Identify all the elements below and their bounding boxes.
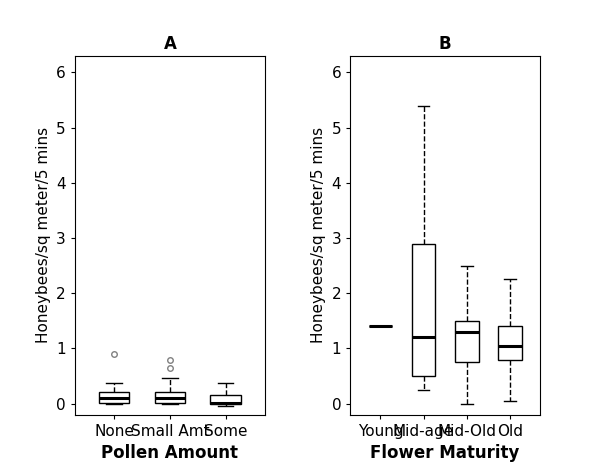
PathPatch shape — [498, 326, 521, 360]
Y-axis label: Honeybees/sq meter/5 mins: Honeybees/sq meter/5 mins — [311, 127, 326, 343]
Title: B: B — [439, 35, 451, 53]
Title: A: A — [163, 35, 176, 53]
Y-axis label: Honeybees/sq meter/5 mins: Honeybees/sq meter/5 mins — [35, 127, 50, 343]
PathPatch shape — [211, 396, 241, 404]
X-axis label: Pollen Amount: Pollen Amount — [101, 444, 238, 462]
PathPatch shape — [412, 244, 436, 376]
PathPatch shape — [99, 391, 130, 403]
PathPatch shape — [155, 391, 185, 403]
X-axis label: Flower Maturity: Flower Maturity — [370, 444, 520, 462]
PathPatch shape — [455, 321, 479, 362]
